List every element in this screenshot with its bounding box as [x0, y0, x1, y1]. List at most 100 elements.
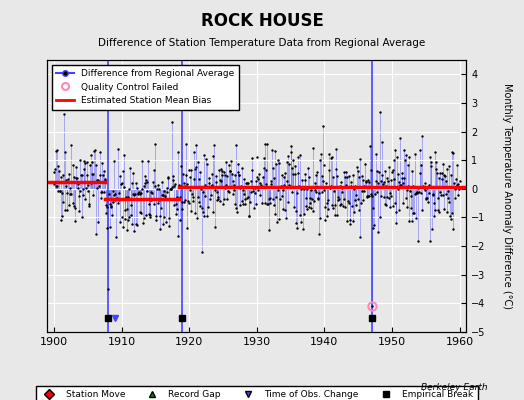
- Point: [429, 192, 438, 198]
- Point: [297, 218, 305, 225]
- Point: [253, 174, 261, 180]
- Point: [71, 205, 80, 212]
- Point: [381, 168, 389, 174]
- Point: [214, 196, 223, 202]
- Point: [116, 219, 124, 226]
- Point: [68, 200, 77, 206]
- Point: [233, 208, 241, 215]
- Point: [425, 154, 434, 160]
- Point: [190, 176, 199, 182]
- Point: [401, 157, 409, 164]
- Point: [411, 190, 420, 196]
- Point: [93, 184, 102, 191]
- Point: [176, 194, 184, 200]
- Point: [154, 181, 162, 188]
- Point: [407, 204, 416, 211]
- Point: [158, 221, 167, 227]
- Point: [63, 189, 72, 196]
- Point: [314, 190, 323, 196]
- Point: [81, 195, 90, 202]
- Point: [96, 189, 105, 195]
- Point: [403, 187, 411, 193]
- Point: [406, 187, 414, 194]
- Point: [269, 202, 278, 209]
- Point: [258, 184, 267, 190]
- Point: [366, 143, 374, 149]
- Point: [115, 196, 124, 203]
- Point: [381, 201, 390, 208]
- Point: [233, 161, 242, 167]
- Point: [223, 196, 231, 202]
- Point: [255, 170, 263, 177]
- Point: [198, 205, 206, 211]
- Point: [239, 201, 247, 207]
- Point: [325, 150, 333, 157]
- Point: [397, 182, 405, 188]
- Point: [447, 210, 456, 216]
- Point: [270, 211, 279, 217]
- Point: [373, 168, 381, 174]
- Point: [409, 183, 417, 189]
- Point: [333, 212, 341, 219]
- Point: [312, 172, 321, 178]
- Point: [80, 158, 89, 164]
- Point: [325, 166, 334, 173]
- Point: [293, 190, 301, 196]
- Point: [279, 187, 288, 194]
- Point: [193, 215, 201, 221]
- Point: [196, 203, 204, 209]
- Point: [350, 186, 358, 192]
- Point: [121, 216, 129, 222]
- Point: [449, 150, 457, 157]
- Point: [316, 157, 325, 163]
- Point: [203, 184, 212, 190]
- Point: [259, 174, 267, 181]
- Point: [85, 201, 93, 207]
- Point: [431, 206, 439, 213]
- Point: [188, 194, 196, 200]
- Point: [224, 188, 233, 195]
- Point: [176, 216, 184, 223]
- Point: [343, 173, 352, 180]
- Point: [345, 200, 353, 206]
- Point: [344, 198, 352, 204]
- Point: [291, 220, 300, 226]
- Point: [182, 141, 190, 148]
- Point: [167, 185, 176, 192]
- Point: [81, 160, 89, 166]
- Point: [320, 162, 328, 168]
- Point: [455, 185, 463, 192]
- Point: [380, 201, 389, 208]
- Point: [445, 163, 453, 170]
- Point: [378, 139, 387, 145]
- Point: [229, 178, 237, 184]
- Point: [363, 194, 372, 200]
- Point: [353, 164, 361, 170]
- Point: [370, 191, 379, 198]
- Point: [389, 167, 397, 173]
- Point: [127, 202, 135, 208]
- Point: [293, 170, 302, 176]
- Point: [90, 148, 98, 154]
- Point: [173, 194, 181, 200]
- Point: [418, 133, 427, 139]
- Point: [315, 230, 323, 237]
- Point: [120, 152, 128, 158]
- Point: [177, 183, 185, 189]
- Point: [326, 154, 335, 161]
- Point: [168, 184, 177, 191]
- Point: [304, 204, 313, 210]
- Point: [369, 204, 378, 211]
- Y-axis label: Monthly Temperature Anomaly Difference (°C): Monthly Temperature Anomaly Difference (…: [503, 83, 512, 309]
- Point: [118, 168, 127, 174]
- Point: [110, 192, 118, 198]
- Point: [357, 173, 366, 179]
- Point: [205, 180, 214, 187]
- Point: [78, 214, 86, 220]
- Point: [70, 174, 79, 181]
- Point: [296, 212, 304, 218]
- Point: [60, 207, 69, 213]
- Point: [352, 202, 360, 208]
- Point: [259, 155, 268, 162]
- Point: [367, 303, 376, 310]
